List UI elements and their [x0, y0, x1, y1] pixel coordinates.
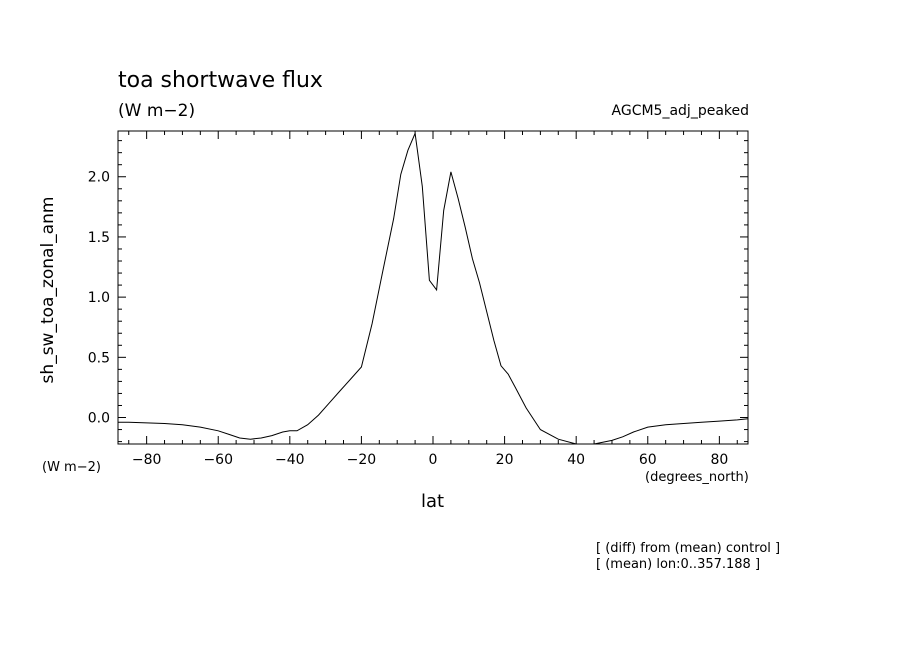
series-line: [118, 131, 749, 445]
chart-title: toa shortwave flux: [118, 68, 323, 93]
chart-units: (W m−2): [118, 101, 196, 121]
y-tick-label: 1.0: [88, 290, 110, 306]
y-axis-units: (W m−2): [42, 460, 101, 475]
footer-note-mean: [ (mean) lon:0..357.188 ]: [596, 557, 761, 572]
model-name: AGCM5_adj_peaked: [611, 103, 749, 119]
x-tick-label: 0: [429, 452, 438, 468]
y-tick-label: 0.5: [88, 350, 110, 366]
x-tick-label: −20: [347, 452, 377, 468]
x-tick-label: 20: [496, 452, 514, 468]
y-tick-label: 0.0: [88, 411, 110, 427]
x-tick-label: 80: [710, 452, 728, 468]
x-axis-label: lat: [421, 491, 445, 512]
footer-note-diff: [ (diff) from (mean) control ]: [596, 541, 781, 556]
x-tick-label: 60: [639, 452, 657, 468]
x-tick-label: 40: [567, 452, 585, 468]
plot-frame: [117, 130, 749, 445]
x-tick-label: −60: [203, 452, 233, 468]
x-axis-units: (degrees_north): [645, 470, 749, 485]
y-tick-label: 1.5: [88, 230, 110, 246]
x-tick-label: −80: [132, 452, 162, 468]
x-tick-label: −40: [275, 452, 305, 468]
y-tick-label: 2.0: [88, 170, 110, 186]
